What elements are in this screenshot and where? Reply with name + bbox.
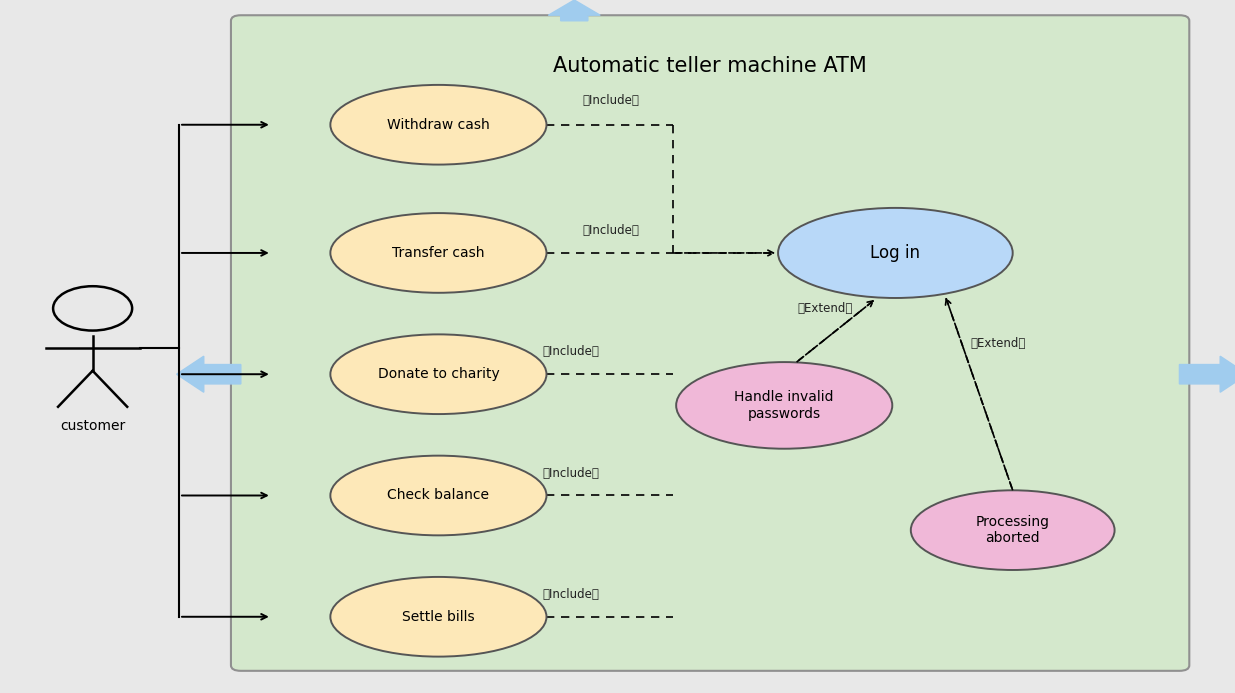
- Text: Settle bills: Settle bills: [403, 610, 474, 624]
- Text: customer: customer: [61, 419, 125, 433]
- Text: 《Include》: 《Include》: [583, 94, 640, 107]
- Text: 《Include》: 《Include》: [542, 345, 599, 358]
- Text: Log in: Log in: [871, 244, 920, 262]
- Text: Transfer cash: Transfer cash: [393, 246, 484, 260]
- Ellipse shape: [778, 208, 1013, 298]
- Ellipse shape: [330, 85, 546, 164]
- Text: Automatic teller machine ATM: Automatic teller machine ATM: [553, 56, 867, 76]
- Text: Withdraw cash: Withdraw cash: [387, 118, 490, 132]
- FancyArrow shape: [1179, 356, 1235, 392]
- Ellipse shape: [677, 362, 892, 449]
- Ellipse shape: [330, 213, 546, 292]
- Ellipse shape: [330, 456, 546, 535]
- Text: 《Extend》: 《Extend》: [971, 337, 1025, 350]
- FancyArrow shape: [177, 356, 241, 392]
- Text: 《Include》: 《Include》: [583, 224, 640, 237]
- Ellipse shape: [330, 577, 546, 657]
- FancyArrow shape: [548, 0, 600, 21]
- Ellipse shape: [910, 491, 1114, 570]
- Text: Donate to charity: Donate to charity: [378, 367, 499, 381]
- Text: 《Extend》: 《Extend》: [798, 302, 852, 315]
- Text: 《Include》: 《Include》: [542, 466, 599, 480]
- Text: Check balance: Check balance: [388, 489, 489, 502]
- Text: 《Include》: 《Include》: [542, 588, 599, 601]
- Text: Handle invalid
passwords: Handle invalid passwords: [735, 390, 834, 421]
- FancyBboxPatch shape: [231, 15, 1189, 671]
- Text: Processing
aborted: Processing aborted: [976, 515, 1050, 545]
- Ellipse shape: [330, 334, 546, 414]
